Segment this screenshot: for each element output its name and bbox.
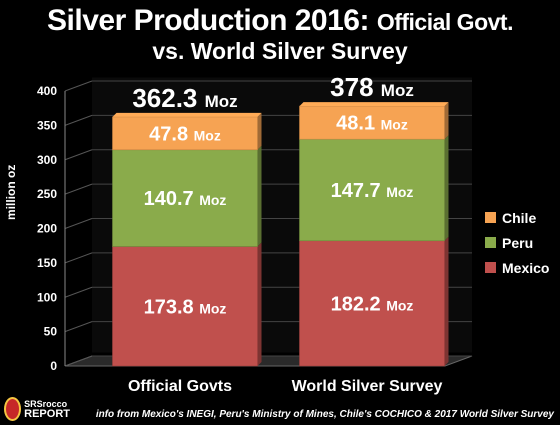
gridline-diag (64, 149, 93, 161)
bar-segment-peru (112, 149, 258, 247)
bar-side-chile (444, 102, 449, 140)
x-category-label: Official Govts (128, 378, 232, 395)
total-label: 362.3 Moz (132, 83, 237, 113)
legend-swatch (485, 212, 496, 223)
gridline-diag (64, 80, 93, 92)
gridline-diag (64, 355, 93, 367)
gridline-diag (64, 286, 93, 298)
logo-line1: SRSrocco (24, 399, 68, 409)
y-tick-label: 400 (37, 84, 57, 98)
source-note: info from Mexico's INEGI, Peru's Ministr… (95, 409, 554, 420)
legend-label: Peru (502, 234, 534, 251)
y-tick-label: 250 (37, 187, 57, 201)
y-tick-label: 300 (37, 153, 57, 167)
gridline-diag (64, 183, 93, 195)
srsrocco-logo: SRSrocco REPORT (4, 396, 70, 422)
data-label-peru: 147.7 Moz (331, 180, 414, 202)
gridline-diag (64, 218, 93, 229)
bar-side-chile (257, 112, 262, 150)
legend-item-mexico: Mexico (485, 255, 549, 280)
bar-side-peru (444, 135, 449, 241)
legend: Chile Peru Mexico (485, 205, 549, 280)
title-suffix: Official Govt. (376, 9, 514, 35)
bar-top (112, 112, 262, 117)
bar-side-mexico (257, 242, 262, 366)
legend-swatch (485, 262, 496, 273)
gridline-diag (64, 252, 93, 264)
gridline-diag (64, 321, 93, 333)
y-tick-label: 150 (37, 256, 57, 270)
bar-top (299, 102, 449, 107)
x-category-label: World Silver Survey (292, 378, 443, 395)
legend-label: Mexico (502, 259, 550, 276)
logo-line2: REPORT (24, 408, 70, 420)
y-tick-label: 50 (44, 325, 58, 339)
legend-item-chile: Chile (485, 205, 549, 230)
title-main: Silver Production 2016: (47, 4, 369, 37)
bar-segment-mexico (112, 246, 258, 367)
data-label-chile: 47.8 Moz (149, 123, 221, 145)
y-axis-label: million oz (4, 164, 18, 220)
data-label-mexico: 182.2 Moz (331, 293, 414, 315)
y-tick-label: 350 (37, 118, 57, 132)
y-tick-label: 200 (37, 222, 57, 236)
bar-side-mexico (444, 236, 449, 366)
legend-item-peru: Peru (485, 230, 549, 255)
bar-segment-mexico (299, 240, 445, 367)
logo-badge-icon (4, 397, 22, 421)
bar-segment-chile (299, 105, 445, 140)
data-label-chile: 48.1 Moz (336, 113, 408, 135)
bar-segment-peru (299, 138, 445, 242)
bar-segment-chile (112, 116, 258, 151)
y-tick-label: 100 (37, 290, 57, 304)
data-label-peru: 140.7 Moz (144, 188, 227, 210)
total-label: 378 Moz (330, 72, 414, 102)
bar-side-peru (257, 145, 262, 247)
data-label-mexico: 173.8 Moz (144, 296, 227, 318)
legend-label: Chile (502, 209, 537, 226)
y-tick-label: 0 (50, 359, 57, 373)
chart-title: Silver Production 2016: Official Govt. (0, 4, 560, 38)
gridline-diag (64, 114, 93, 126)
legend-swatch (485, 237, 496, 248)
chart-subtitle: vs. World Silver Survey (152, 38, 408, 64)
